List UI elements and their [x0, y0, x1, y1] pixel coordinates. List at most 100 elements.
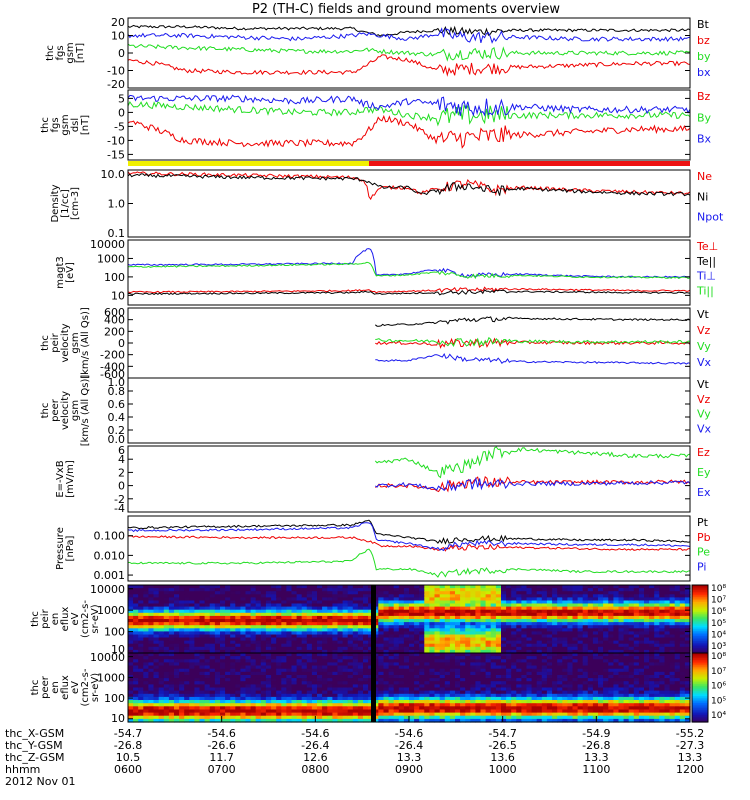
peir_spec-cell: [286, 588, 293, 592]
peir_spec-cell: [649, 628, 655, 632]
peir_spec-cell: [403, 646, 410, 651]
peir_spec-cell: [265, 637, 272, 642]
peer_spec-cell: [424, 684, 430, 689]
peer_spec-cell: [179, 715, 185, 720]
peir_spec-cell: [245, 643, 252, 648]
peir_spec-cell: [511, 634, 517, 639]
peir_spec-cell: [470, 634, 476, 639]
peir_spec-cell: [506, 597, 512, 602]
peir_spec-cell: [434, 612, 441, 617]
peir_spec-cell: [603, 600, 609, 605]
peir_spec-ytick-label: 10000: [90, 583, 125, 596]
peir_spec-cell: [669, 622, 676, 626]
peer_spec-cell: [311, 684, 318, 689]
peer_spec-cell: [373, 656, 379, 660]
peir_spec-cell: [618, 649, 625, 654]
peer_spec-cell: [490, 709, 497, 714]
peir_spec-ylabel: eV: [70, 612, 81, 625]
peer_spec-cell: [398, 696, 405, 701]
peir_spec-cell: [546, 588, 553, 592]
peer_spec-cell: [174, 665, 180, 670]
peer_spec-cell: [322, 696, 328, 701]
peir_spec-cell: [158, 646, 165, 651]
peer_spec-cell: [214, 712, 221, 717]
peir_spec-colorbar-cell: [692, 588, 708, 591]
peer_spec-cell: [516, 675, 522, 679]
peer_spec-cell: [654, 656, 660, 660]
peir_spec-cell: [562, 631, 568, 636]
peir_spec-cell: [322, 597, 328, 602]
peer_spec-cell: [128, 712, 134, 717]
peer_spec-cell: [480, 662, 487, 667]
peer_spec-cell: [250, 653, 257, 657]
peir_spec-cell: [552, 634, 558, 639]
peir_spec-cell: [403, 609, 410, 614]
peir_spec-cell: [567, 637, 574, 642]
peir_spec-cell: [623, 646, 630, 651]
peir_spec-cell: [291, 615, 298, 620]
peir_spec-cell: [225, 646, 231, 651]
peir_spec-cell: [562, 640, 568, 645]
peir_spec-cell: [674, 649, 681, 654]
peer_spec-cell: [618, 696, 625, 701]
peir_spec-cell: [644, 625, 650, 629]
peir_spec-cell: [557, 603, 563, 608]
peir_spec-cell: [179, 631, 185, 636]
peer_spec-cell: [291, 706, 298, 710]
peir_spec-cell: [291, 628, 298, 632]
peir_spec-cell: [444, 631, 451, 636]
peir_spec-cell: [419, 591, 425, 595]
peer_spec-cell: [373, 690, 379, 695]
peir_spec-cell: [311, 591, 318, 595]
peir_spec-cell: [301, 597, 308, 602]
peir_spec-cell: [398, 585, 405, 589]
peir_spec-cell: [638, 628, 645, 632]
peir_spec-cell: [633, 625, 640, 629]
peir_spec-cell: [444, 585, 451, 589]
peir_spec-cell: [363, 619, 369, 623]
peer_spec-cell: [403, 690, 410, 695]
peer_spec-cell: [332, 665, 339, 670]
peir_spec-cell: [567, 588, 574, 592]
peir_spec-cell: [444, 634, 451, 639]
peer_spec-cell: [281, 668, 287, 673]
peer_spec-cell: [429, 684, 436, 689]
peer_spec-cell: [332, 703, 339, 707]
peer_spec-cell: [363, 703, 369, 707]
peir_spec-cell: [506, 603, 512, 608]
peir_spec-cell: [455, 631, 461, 636]
peer_spec-cell: [317, 715, 323, 720]
peir_spec-cell: [240, 609, 247, 614]
peer_spec-cell: [444, 668, 451, 673]
peir_spec-cell: [572, 594, 579, 598]
peir_spec-cell: [194, 609, 201, 614]
peir_spec-cell: [501, 625, 507, 629]
peir_spec-cell: [644, 637, 650, 642]
peir_spec-cell: [419, 637, 425, 642]
peir_spec-cell: [220, 615, 226, 620]
fgs_gsm_dsl-ytick-label: 5: [118, 92, 125, 105]
peir_spec-cell: [664, 594, 671, 598]
peer_spec-cell: [301, 675, 308, 679]
peir_spec-cell: [393, 603, 400, 608]
peir_spec-cell: [475, 606, 482, 611]
peir_spec-cell: [363, 634, 369, 639]
peir_spec-cell: [163, 615, 170, 620]
peir_spec-cell: [363, 612, 369, 617]
peir_spec-cell: [490, 640, 497, 645]
peir_spec-cell: [572, 591, 579, 595]
peir_spec-cell: [546, 640, 553, 645]
peir_spec-cell: [368, 649, 374, 654]
peir_spec-cell: [608, 625, 614, 629]
peer_spec-cell: [521, 671, 528, 676]
peir_spec-cell: [220, 622, 226, 626]
peir_velocity-ylabel: gsm: [70, 332, 81, 353]
peir_velocity-series-Vy: [375, 336, 691, 348]
peir_spec-cell: [638, 600, 645, 605]
peir_spec-cell: [628, 625, 635, 629]
peir_spec-cell: [649, 637, 655, 642]
peir_spec-cell: [352, 588, 359, 592]
peer_spec-cell: [495, 715, 502, 720]
peir_spec-cell: [429, 637, 436, 642]
peir_spec-cell: [158, 625, 165, 629]
